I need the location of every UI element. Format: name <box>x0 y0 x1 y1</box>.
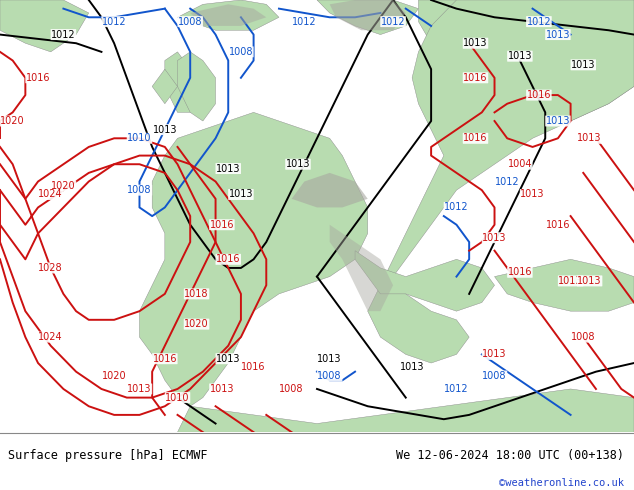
Text: 1024: 1024 <box>39 332 63 342</box>
Polygon shape <box>495 259 634 311</box>
Text: 1013: 1013 <box>229 190 253 199</box>
Polygon shape <box>190 4 266 26</box>
Text: 1016: 1016 <box>242 362 266 372</box>
Text: 1013: 1013 <box>216 164 240 173</box>
Text: 1020: 1020 <box>184 319 209 329</box>
Polygon shape <box>152 69 178 104</box>
Text: 1016: 1016 <box>463 73 488 83</box>
Text: 1020: 1020 <box>51 181 75 191</box>
Text: 1010: 1010 <box>165 392 190 403</box>
Text: 1012: 1012 <box>495 176 519 187</box>
Text: 1016: 1016 <box>546 220 570 230</box>
Polygon shape <box>178 0 279 30</box>
Text: 1013: 1013 <box>210 384 234 394</box>
Text: 1008: 1008 <box>318 371 342 381</box>
Text: Surface pressure [hPa] ECMWF: Surface pressure [hPa] ECMWF <box>8 449 207 462</box>
Text: 1008: 1008 <box>229 47 253 57</box>
Text: 1013: 1013 <box>521 190 545 199</box>
Text: 1013: 1013 <box>578 276 602 286</box>
Polygon shape <box>178 52 216 121</box>
Polygon shape <box>317 0 418 35</box>
Text: 1012: 1012 <box>381 17 405 26</box>
Text: 1016: 1016 <box>26 73 50 83</box>
Text: 1008: 1008 <box>280 384 304 394</box>
Text: We 12-06-2024 18:00 UTC (00+138): We 12-06-2024 18:00 UTC (00+138) <box>396 449 624 462</box>
Text: 1013: 1013 <box>216 354 240 364</box>
Text: 1016: 1016 <box>527 90 551 100</box>
Text: 1024: 1024 <box>39 190 63 199</box>
Text: 1028: 1028 <box>39 263 63 273</box>
Text: 1013: 1013 <box>286 159 310 169</box>
Text: 1010: 1010 <box>127 133 152 143</box>
Text: 1008: 1008 <box>571 332 595 342</box>
Polygon shape <box>368 0 634 363</box>
Text: 1016: 1016 <box>463 133 488 143</box>
Polygon shape <box>418 0 634 121</box>
Text: 1016: 1016 <box>153 354 177 364</box>
Text: 1008: 1008 <box>482 371 507 381</box>
Text: 1020: 1020 <box>102 371 126 381</box>
Polygon shape <box>178 389 634 432</box>
Text: 1012: 1012 <box>444 202 469 213</box>
Polygon shape <box>139 112 368 406</box>
Text: 1008: 1008 <box>127 185 152 195</box>
Text: 1013: 1013 <box>318 354 342 364</box>
Text: 1020: 1020 <box>1 116 25 126</box>
Text: 1013: 1013 <box>400 362 424 372</box>
Polygon shape <box>292 173 368 207</box>
Text: 1013: 1013 <box>508 51 532 61</box>
Polygon shape <box>165 52 203 112</box>
Text: 1013: 1013 <box>578 133 602 143</box>
Text: 1012: 1012 <box>444 384 469 394</box>
Text: 1013: 1013 <box>482 233 507 243</box>
Text: 1013: 1013 <box>546 29 570 40</box>
Text: 1013: 1013 <box>571 60 595 70</box>
Polygon shape <box>0 0 89 52</box>
Text: 1013: 1013 <box>482 349 507 359</box>
Text: 1012: 1012 <box>102 17 126 26</box>
Text: 1013: 1013 <box>153 124 177 135</box>
Text: 1012: 1012 <box>51 29 75 40</box>
Text: 1013: 1013 <box>559 276 583 286</box>
Polygon shape <box>355 251 495 311</box>
Text: 1016: 1016 <box>216 254 240 264</box>
Text: 1008: 1008 <box>178 17 202 26</box>
Text: 1004: 1004 <box>508 159 532 169</box>
Text: 1016: 1016 <box>508 267 532 277</box>
Text: 1016: 1016 <box>210 220 234 230</box>
Text: 1013: 1013 <box>463 38 488 48</box>
Text: 1013: 1013 <box>546 116 570 126</box>
Text: 1012: 1012 <box>527 17 551 26</box>
Text: ©weatheronline.co.uk: ©weatheronline.co.uk <box>500 478 624 488</box>
Polygon shape <box>330 0 406 30</box>
Polygon shape <box>330 225 393 311</box>
Text: 1013: 1013 <box>127 384 152 394</box>
Text: 1018: 1018 <box>184 289 209 299</box>
Text: 1012: 1012 <box>292 17 316 26</box>
